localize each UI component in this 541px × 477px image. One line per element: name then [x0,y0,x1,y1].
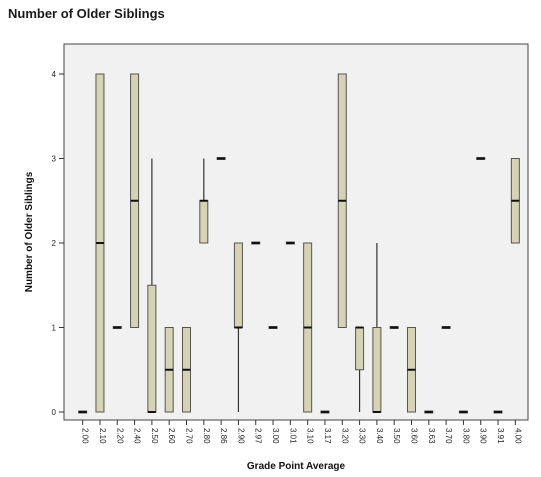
x-tick-label: 3.20 [340,428,349,444]
x-tick-label: 3.30 [358,428,367,444]
x-tick-label: 3.01 [288,428,297,444]
box-3-30 [355,327,365,371]
x-tick-label: 2.50 [150,428,159,444]
x-tick-label: 2.97 [254,428,263,444]
box-2-50 [147,284,157,413]
x-tick-label: 2.10 [98,428,107,444]
plot-area [63,43,529,421]
y-tick-label: 3 [52,155,57,164]
x-tick-label: 3.80 [461,428,470,444]
x-tick-label: 2.90 [236,428,245,444]
y-tick-label: 0 [52,408,57,417]
y-tick-label: 4 [52,70,57,79]
box-2-90 [233,242,243,328]
chart-title: Number of Older Siblings [8,6,165,21]
box-2-80 [199,200,209,244]
x-tick-label: 3.40 [375,428,384,444]
x-tick-label: 3.50 [392,428,401,444]
x-tick-label: 3.10 [306,428,315,444]
x-tick-label: 3.00 [271,428,280,444]
box-3-40 [372,327,382,413]
y-tick-label: 2 [52,239,57,248]
x-tick-label: 3.60 [410,428,419,444]
x-tick-label: 2.70 [185,428,194,444]
x-tick-label: 3.91 [496,428,505,444]
x-tick-label: 2.80 [202,428,211,444]
x-tick-label: 3.17 [323,428,332,444]
x-tick-label: 2.20 [115,428,124,444]
y-axis-title: Number of Older Siblings [24,171,35,292]
x-tick-label: 2.40 [133,428,142,444]
x-tick-label: 3.90 [479,428,488,444]
x-tick-label: 2.60 [167,428,176,444]
y-tick-label: 1 [52,324,57,333]
x-tick-label: 3.70 [444,428,453,444]
x-tick-label: 2.00 [81,428,90,444]
x-tick-label: 2.86 [219,428,228,444]
x-axis-title: Grade Point Average [247,461,346,472]
x-tick-label: 4.00 [513,428,522,444]
x-tick-label: 3.63 [427,428,436,444]
